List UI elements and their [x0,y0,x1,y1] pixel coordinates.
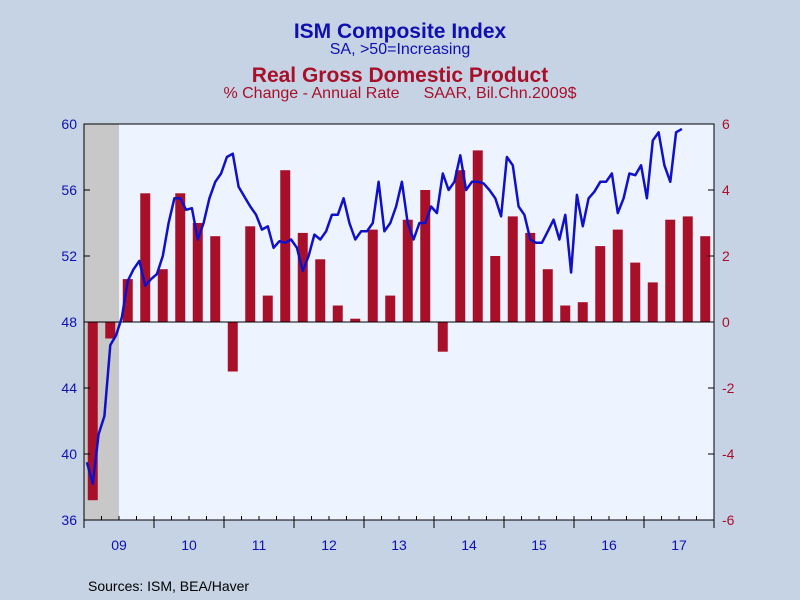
left-tick-label: 48 [61,314,77,330]
gdp-bar [280,170,291,322]
gdp-bar [560,305,571,322]
x-tick-label: 16 [601,537,617,553]
gdp-bar [262,295,273,322]
x-tick-label: 14 [461,537,477,553]
left-tick-label: 40 [61,446,77,462]
gdp-bar [87,322,98,501]
gdp-bar [245,226,256,322]
gdp-bar [192,223,203,322]
x-tick-label: 09 [111,537,127,553]
gdp-bar [297,232,308,322]
gdp-bar [647,282,658,322]
subtitle-2-left: % Change - Annual Rate [223,85,400,102]
chart-subtitle-2: % Change - Annual Rate SAAR, Bil.Chn.2009… [0,85,800,103]
gdp-bar [122,279,133,322]
left-tick-label: 60 [61,116,77,132]
gdp-bar [332,305,343,322]
left-tick-label: 52 [61,248,77,264]
gdp-bar [367,229,378,322]
gdp-bar [700,236,711,322]
right-tick-label: 0 [722,314,730,330]
gdp-bar [350,318,361,322]
gdp-bar [437,322,448,352]
gdp-bar [385,295,396,322]
gdp-bar [612,229,623,322]
gdp-bar [420,190,431,322]
gdp-bar [472,150,483,322]
gdp-bar [630,262,641,322]
sources-note: Sources: ISM, BEA/Haver [88,578,250,594]
gdp-bar [682,216,693,322]
chart-title-2: Real Gross Domestic Product [251,64,549,87]
gdp-bar [210,236,221,322]
right-tick-label: -4 [722,446,735,462]
right-tick-label: -6 [722,512,735,528]
right-tick-label: -2 [722,380,735,396]
right-tick-label: 6 [722,116,730,132]
gdp-bar [525,232,536,322]
chart-title: ISM Composite Index [293,20,507,43]
x-tick-label: 12 [321,537,337,553]
gdp-bar [595,246,606,322]
right-tick-label: 2 [722,248,730,264]
gdp-bar [175,193,186,322]
x-tick-label: 13 [391,537,407,553]
gdp-bar [140,193,151,322]
gdp-bar [105,322,116,339]
gdp-bar [455,170,466,322]
left-tick-label: 44 [61,380,77,396]
gdp-bar [542,269,553,322]
subtitle-2-right: SAAR, Bil.Chn.2009$ [423,85,577,102]
x-tick-label: 10 [181,537,197,553]
left-tick-label: 56 [61,182,77,198]
x-tick-label: 15 [531,537,547,553]
ism-line [85,127,683,485]
gdp-bar [402,219,413,322]
x-tick-label: 11 [252,537,267,553]
left-tick-label: 36 [61,512,77,528]
x-tick-label: 17 [671,537,687,553]
right-tick-label: 4 [722,182,730,198]
chart-subtitle: SA, >50=Increasing [329,41,471,58]
gdp-bar [227,322,238,372]
gdp-bar [577,302,588,322]
gdp-bar [157,269,168,322]
gdp-bar [507,216,518,322]
gdp-bar [665,219,676,322]
gdp-bar [490,256,501,322]
gdp-bar [315,259,326,322]
